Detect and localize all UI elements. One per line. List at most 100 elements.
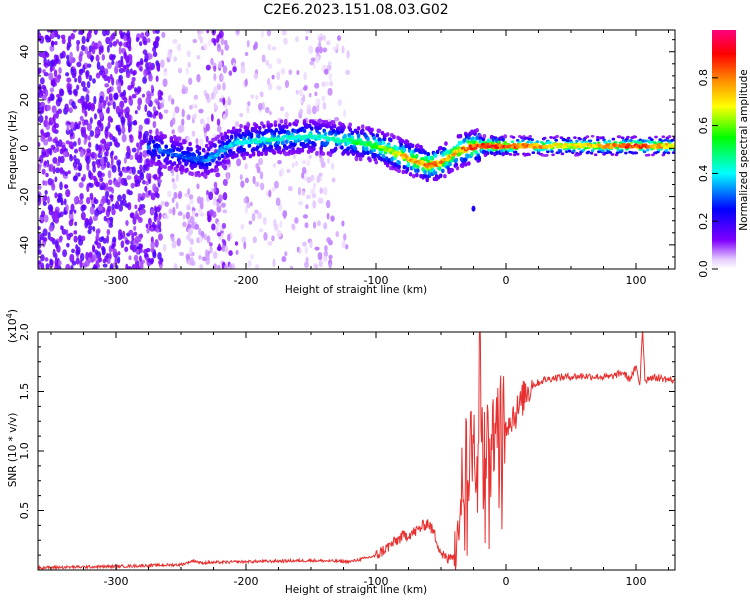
spectrogram-speckle (102, 100, 106, 109)
spectrogram-cell (356, 126, 361, 131)
spectrogram-speckle (283, 37, 288, 45)
spectrogram-speckle (284, 111, 289, 120)
spectrogram-speckle (139, 209, 145, 215)
spectrogram-cell (272, 150, 277, 155)
spectrogram-speckle (107, 169, 112, 179)
spectrogram-speckle (291, 223, 296, 230)
spectrogram-speckle (201, 256, 207, 262)
spectrogram-speckle (228, 70, 233, 76)
spectrogram-speckle (216, 118, 221, 126)
colorbar-ticks: 0.0 0.2 0.4 0.6 0.8 (697, 69, 718, 278)
spectrogram-speckle (291, 162, 295, 169)
spectrogram-speckle (132, 71, 136, 76)
spectrogram-speckle (196, 73, 201, 83)
spectrogram-speckle (57, 108, 63, 115)
spectrogram-speckle (83, 119, 89, 126)
spectrogram-speckle (38, 164, 41, 172)
spectrogram-speckle (99, 122, 104, 132)
spectrogram-cell (282, 129, 287, 134)
spectrogram-speckle (187, 188, 191, 196)
spectrogram-speckle (40, 135, 46, 143)
spectrogram-speckle (163, 109, 169, 114)
spectrogram-cell (416, 168, 420, 173)
spectrogram-cell (402, 147, 407, 153)
spectrogram-speckle (177, 190, 183, 199)
spectrogram-speckle (98, 257, 103, 263)
spectrogram-speckle (311, 193, 317, 199)
spectrogram-speckle (172, 181, 176, 186)
spectrogram-speckle (222, 178, 228, 187)
spectrogram-ridge-cell (390, 149, 395, 153)
spectrogram-cell (620, 136, 625, 140)
spectrogram-cell (164, 144, 168, 149)
spectrogram-cell (385, 132, 390, 137)
spectrogram-speckle (309, 240, 313, 249)
spectrogram-speckle (127, 114, 131, 123)
spectrogram-speckle (49, 87, 55, 93)
spectrogram-speckle (93, 95, 97, 105)
spectrogram-cell (229, 135, 234, 140)
spectrogram-cell (513, 150, 518, 154)
spectrogram-cell (188, 141, 192, 147)
spectrogram-speckle (148, 66, 153, 71)
spectrogram-speckle (276, 71, 281, 81)
spectrogram-speckle (141, 192, 146, 200)
spectrogram-cell (225, 153, 230, 158)
colorbar-gradient (712, 30, 736, 269)
spectrogram-speckle (268, 111, 272, 116)
spectrogram-cell (358, 156, 363, 162)
spectrogram-speckle (92, 215, 98, 222)
spectrogram-speckle (124, 246, 129, 253)
spectrogram-speckle (228, 250, 233, 257)
spectrogram-speckle (120, 92, 125, 97)
spectrogram-cell (227, 138, 232, 144)
spectrogram-cell (541, 142, 546, 146)
spectrogram-speckle (73, 148, 79, 154)
spectrogram-speckle (52, 165, 56, 175)
spectrogram-speckle (312, 221, 317, 229)
spectrogram-speckle (210, 57, 214, 66)
spectrogram-cell (204, 143, 209, 149)
spectrogram-speckle (143, 68, 148, 77)
spectrogram-cell (465, 153, 470, 159)
spectrogram-speckle (176, 237, 181, 247)
spectrogram-cell (392, 134, 396, 140)
spectrogram-speckle (113, 155, 118, 160)
spectrogram-cell (245, 151, 250, 157)
spectrogram-speckle (42, 179, 46, 186)
spectrogram-speckle (192, 38, 198, 44)
spectrogram-speckle (118, 81, 122, 91)
spectrogram-cell (567, 149, 572, 153)
spectrogram-speckle (111, 187, 114, 194)
spectrogram-speckle (299, 108, 303, 115)
spectrogram-speckle (131, 147, 137, 153)
spectrogram-cell (211, 137, 215, 143)
spectrogram-speckle (127, 190, 133, 196)
spectrogram-speckle (244, 205, 248, 214)
spectrogram-speckle (116, 181, 121, 188)
spectrogram-speckle (150, 226, 154, 232)
spectrogram-speckle (107, 219, 111, 225)
spectrogram-cell (197, 146, 202, 151)
spectrogram-speckle (73, 196, 79, 204)
spectrogram-cell (531, 151, 536, 155)
spectrogram-speckle (61, 37, 66, 45)
spectrogram-y-axis-label: Frequency (Hz) (7, 110, 19, 189)
spectrogram-speckle (77, 172, 81, 177)
spectrogram-speckle (100, 157, 105, 166)
spectrogram-speckle (187, 135, 191, 142)
spectrogram-speckle (318, 36, 323, 42)
spectrogram-cell (242, 155, 246, 161)
spectrogram-ridge-cell (577, 142, 583, 146)
spectrogram-speckle (78, 199, 84, 205)
spectrogram-speckle (73, 235, 78, 243)
spectrogram-speckle (112, 248, 118, 257)
spectrogram-speckle (305, 204, 309, 210)
spectrogram-cell (385, 163, 390, 168)
spectrogram-speckle (38, 69, 41, 75)
spectrogram-speckle (88, 169, 92, 179)
spectrogram-speckle (105, 96, 109, 102)
spectrogram-speckle (205, 253, 210, 261)
spectrogram-cell (354, 156, 359, 162)
spectrogram-speckle (128, 229, 134, 236)
